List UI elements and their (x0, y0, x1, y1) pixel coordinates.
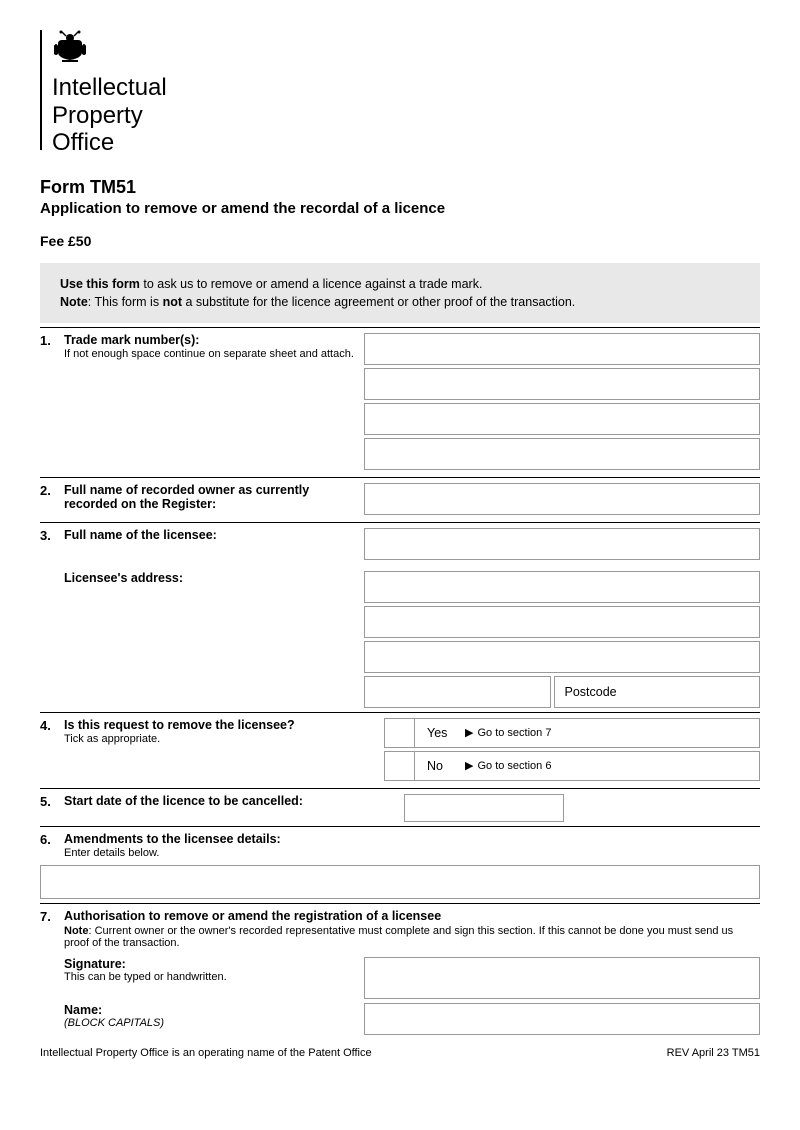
signature-sublabel: This can be typed or handwritten. (64, 971, 364, 983)
name-sublabel: (BLOCK CAPITALS) (64, 1017, 364, 1029)
footer-left: Intellectual Property Office is an opera… (40, 1047, 372, 1059)
section-2: 2. Full name of recorded owner as curren… (40, 477, 760, 522)
form-title: Application to remove or amend the recor… (40, 200, 760, 217)
postcode-label: Postcode (554, 676, 761, 708)
section-1-label: Trade mark number(s): (64, 333, 354, 347)
crest-icon (52, 30, 167, 70)
amendments-input[interactable] (40, 865, 760, 899)
name-input[interactable] (364, 1003, 760, 1035)
address-input-1[interactable] (364, 571, 760, 603)
section-5: 5. Start date of the licence to be cance… (40, 788, 760, 826)
footer: Intellectual Property Office is an opera… (40, 1047, 760, 1059)
address-input-2[interactable] (364, 606, 760, 638)
section-6-sublabel: Enter details below. (64, 847, 354, 859)
section-5-label: Start date of the licence to be cancelle… (64, 794, 394, 808)
signature-input[interactable] (364, 957, 760, 999)
yes-label: Yes (415, 726, 465, 740)
no-option: No ▶ Go to section 6 (384, 751, 760, 781)
section-number: 5. (40, 794, 64, 822)
form-code: Form TM51 (40, 177, 760, 198)
yes-checkbox[interactable] (385, 719, 415, 747)
trademark-number-input-4[interactable] (364, 438, 760, 470)
section-3: 3. Full name of the licensee: Licensee's… (40, 522, 760, 712)
arrow-icon: ▶ (465, 759, 473, 772)
section-number: 4. (40, 718, 64, 784)
section-7-note: Note: Current owner or the owner's recor… (64, 925, 760, 949)
yes-goto: Go to section 7 (473, 727, 551, 739)
start-date-input[interactable] (404, 794, 564, 822)
no-checkbox[interactable] (385, 752, 415, 780)
fee: Fee £50 (40, 233, 760, 249)
trademark-number-input-2[interactable] (364, 368, 760, 400)
section-4-sublabel: Tick as appropriate. (64, 733, 354, 745)
section-6: 6. Amendments to the licensee details: E… (40, 826, 760, 903)
licensee-name-input[interactable] (364, 528, 760, 560)
info-box: Use this form to ask us to remove or ame… (40, 263, 760, 323)
section-number: 1. (40, 333, 64, 473)
section-number: 3. (40, 528, 64, 563)
info-line-1: Use this form to ask us to remove or ame… (60, 277, 740, 291)
licensee-address-label: Licensee's address: (64, 571, 354, 585)
no-label: No (415, 759, 465, 773)
section-1: 1. Trade mark number(s): If not enough s… (40, 327, 760, 477)
footer-right: REV April 23 TM51 (667, 1047, 760, 1059)
section-number: 7. (40, 909, 64, 949)
yes-option: Yes ▶ Go to section 7 (384, 718, 760, 748)
logo-bar (40, 30, 42, 150)
section-4-label: Is this request to remove the licensee? (64, 718, 354, 732)
org-name: Intellectual Property Office (52, 74, 167, 157)
section-1-sublabel: If not enough space continue on separate… (64, 348, 354, 360)
no-goto: Go to section 6 (473, 760, 551, 772)
signature-label: Signature: (64, 957, 364, 971)
section-2-label: Full name of recorded owner as currently… (64, 483, 354, 511)
logo-block: Intellectual Property Office (40, 30, 760, 157)
address-input-4[interactable] (364, 676, 551, 708)
section-7: 7. Authorisation to remove or amend the … (40, 903, 760, 1039)
section-6-label: Amendments to the licensee details: (64, 832, 354, 846)
address-input-3[interactable] (364, 641, 760, 673)
section-number: 6. (40, 832, 64, 859)
trademark-number-input-1[interactable] (364, 333, 760, 365)
info-line-2: Note: This form is not a substitute for … (60, 295, 740, 309)
section-4: 4. Is this request to remove the license… (40, 712, 760, 788)
trademark-number-input-3[interactable] (364, 403, 760, 435)
name-label: Name: (64, 1003, 364, 1017)
section-7-label: Authorisation to remove or amend the reg… (64, 909, 760, 923)
arrow-icon: ▶ (465, 726, 473, 739)
section-3-label: Full name of the licensee: (64, 528, 354, 542)
owner-name-input[interactable] (364, 483, 760, 515)
section-number: 2. (40, 483, 64, 518)
